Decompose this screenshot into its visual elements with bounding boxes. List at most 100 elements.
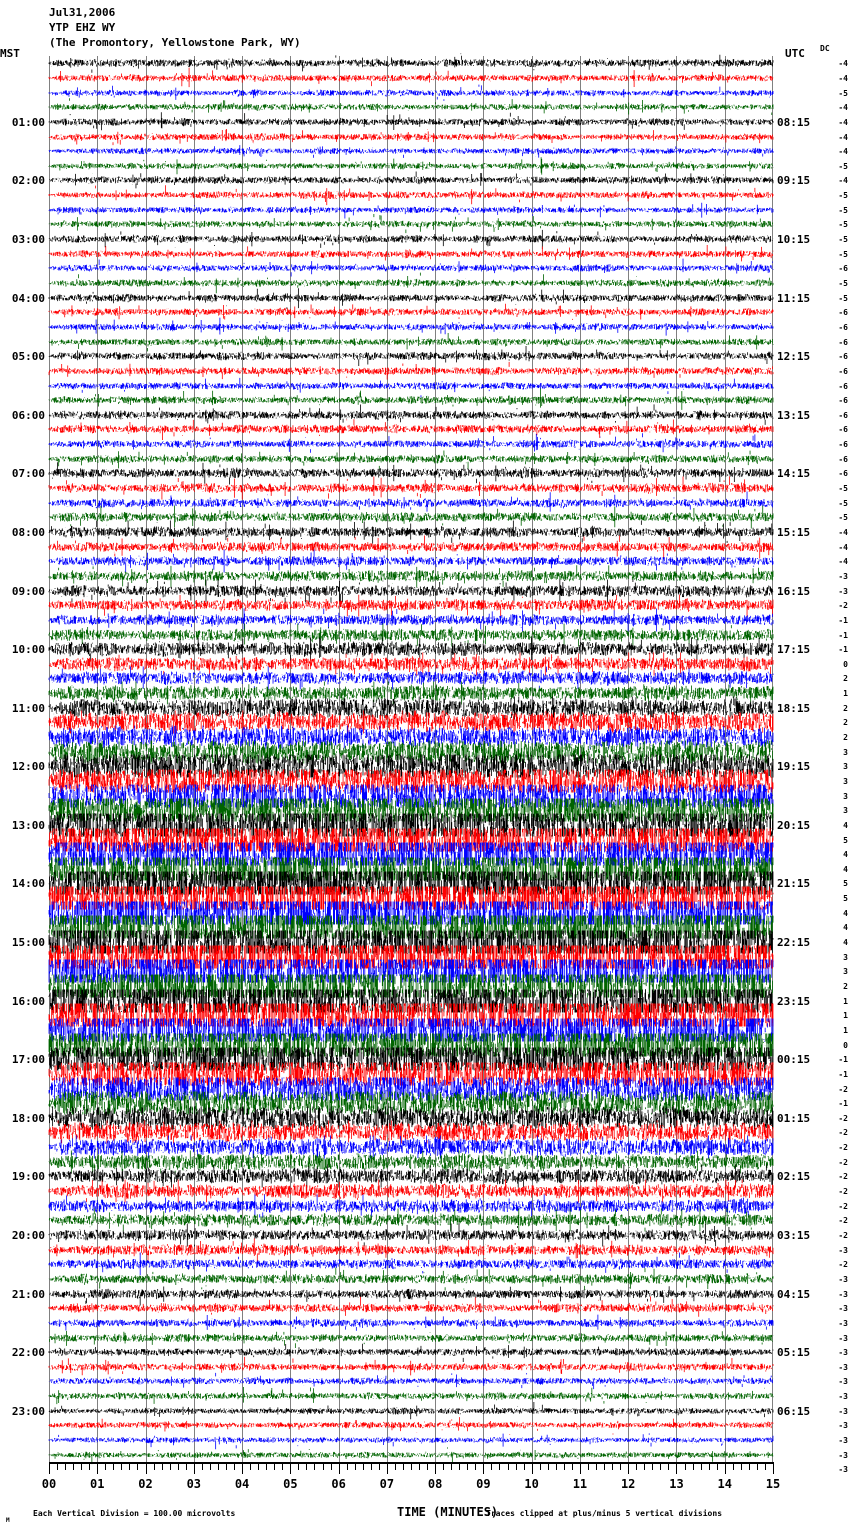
x-tick-major [628, 1463, 630, 1474]
footer-corner-mark: M [6, 1517, 10, 1524]
trace-row [48, 124, 774, 150]
dc-value: -3 [838, 1348, 848, 1358]
x-tick-minor [394, 1463, 396, 1470]
trace-row [48, 709, 774, 735]
trace-row [48, 285, 774, 311]
trace-row [48, 607, 774, 633]
dc-value: -4 [838, 117, 848, 127]
mst-hour-label: 01:00 [11, 115, 45, 129]
x-tick-major [724, 1463, 726, 1474]
trace-row [48, 1163, 774, 1189]
x-tick-major [193, 1463, 195, 1474]
mst-hour-label: 09:00 [11, 584, 45, 598]
trace-row [48, 138, 774, 164]
dc-column-label: DC [820, 44, 830, 53]
dc-value: -3 [838, 1465, 848, 1475]
x-tick-major [483, 1463, 485, 1474]
x-tick-label: 08 [427, 1477, 443, 1491]
dc-value: -5 [838, 249, 848, 259]
x-tick-minor [692, 1463, 694, 1470]
x-tick-minor [644, 1463, 646, 1470]
dc-value: 3 [843, 952, 848, 962]
dc-value: 4 [843, 908, 848, 918]
mst-hour-label: 12:00 [11, 760, 45, 774]
dc-value: -4 [838, 147, 848, 157]
dc-value: -6 [838, 469, 848, 479]
x-tick-minor [652, 1463, 654, 1470]
dc-value: -4 [838, 176, 848, 186]
trace-row [48, 1090, 774, 1116]
x-tick-minor [121, 1463, 123, 1470]
x-tick-minor [89, 1463, 91, 1470]
x-tick-minor [266, 1463, 268, 1470]
utc-hour-label: 15:15 [777, 525, 811, 539]
x-tick-minor [515, 1463, 517, 1470]
trace-row [48, 651, 774, 677]
mst-hour-label: 23:00 [11, 1404, 45, 1418]
x-tick-major [49, 1463, 50, 1474]
dc-value: -4 [838, 557, 848, 567]
dc-value: -5 [838, 293, 848, 303]
utc-hour-label: 02:15 [777, 1170, 811, 1184]
mst-hour-label: 03:00 [11, 233, 45, 247]
seismogram-plot[interactable] [48, 53, 774, 1464]
dc-value: -6 [838, 264, 848, 274]
utc-hour-label: 14:15 [777, 467, 811, 481]
trace-row [48, 226, 774, 252]
dc-value: -4 [838, 73, 848, 83]
trace-row [48, 768, 774, 794]
trace-row [48, 299, 774, 325]
x-tick-label: 04 [234, 1477, 250, 1491]
x-tick-label: 01 [90, 1477, 105, 1491]
dc-value: 1 [843, 1025, 848, 1035]
dc-value: -2 [838, 601, 848, 611]
trace-row [48, 80, 774, 106]
x-tick-minor [274, 1463, 276, 1470]
trace-row [48, 914, 774, 940]
dc-value: -3 [838, 1362, 848, 1372]
dc-value: -6 [838, 322, 848, 332]
trace-row [49, 1281, 774, 1307]
trace-row [48, 460, 774, 486]
dc-value: -2 [838, 1084, 848, 1094]
utc-hour-label: 13:15 [777, 408, 811, 422]
dc-value: 3 [843, 791, 848, 801]
trace-row [48, 900, 774, 926]
mst-hour-label: 16:00 [11, 994, 45, 1008]
x-tick-minor [314, 1463, 316, 1470]
x-tick-minor [451, 1463, 453, 1470]
x-tick-minor [491, 1463, 493, 1470]
dc-value: 2 [843, 718, 848, 728]
grid-line-minute-09 [483, 56, 485, 1462]
x-tick-minor [354, 1463, 356, 1470]
dc-value: 4 [843, 820, 848, 830]
trace-row [48, 153, 774, 179]
trace-row [48, 592, 774, 618]
header-date: Jul31,2006 [49, 6, 116, 19]
dc-value: -5 [838, 513, 848, 523]
dc-value: -4 [838, 103, 848, 113]
mst-hour-label: 11:00 [11, 701, 45, 715]
trace-row [48, 665, 774, 691]
x-tick-minor [740, 1463, 742, 1470]
trace-row [48, 1427, 774, 1453]
dc-value: -2 [838, 1157, 848, 1167]
trace-row [48, 1325, 774, 1351]
dc-value: -3 [838, 1421, 848, 1431]
x-tick-major [579, 1463, 581, 1474]
grid-line-minute-04 [242, 56, 244, 1462]
trace-row [48, 1251, 774, 1277]
x-tick-major [773, 1463, 774, 1474]
trace-row [48, 387, 774, 413]
footer-clip-note: Traces clipped at plus/minus 5 vertical … [486, 1509, 723, 1518]
x-tick-minor [596, 1463, 598, 1470]
trace-row [48, 739, 774, 765]
trace-row [48, 211, 774, 237]
x-tick-minor [306, 1463, 308, 1470]
trace-row [48, 1032, 774, 1058]
x-tick-minor [137, 1463, 139, 1470]
x-tick-label: 05 [283, 1477, 298, 1491]
dc-value: -3 [838, 1318, 848, 1328]
mst-hour-label: 02:00 [11, 174, 45, 188]
utc-hour-label: 08:15 [777, 115, 811, 129]
